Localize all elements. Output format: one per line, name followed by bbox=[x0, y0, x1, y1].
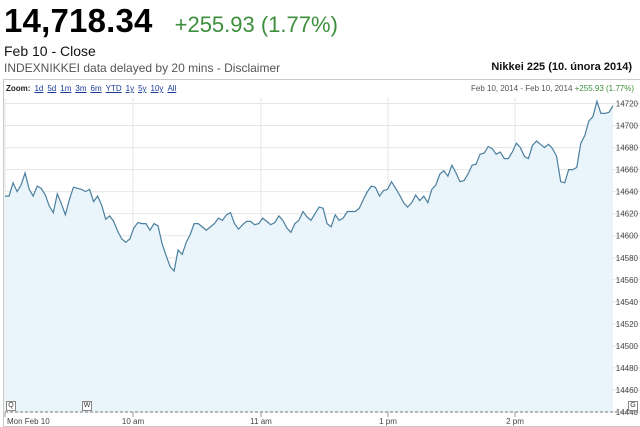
zoom-5d[interactable]: 5d bbox=[47, 84, 57, 93]
left-handle-marker[interactable]: Q bbox=[6, 401, 16, 411]
y-tick-label: 14680 bbox=[616, 144, 639, 153]
close-date: Feb 10 - Close bbox=[4, 43, 96, 59]
news-marker[interactable]: W bbox=[82, 401, 92, 411]
zoom-1y[interactable]: 1y bbox=[125, 84, 135, 93]
zoom-1m[interactable]: 1m bbox=[60, 84, 72, 93]
range-change: +255.93 (1.77%) bbox=[574, 84, 634, 93]
y-tick-label: 14460 bbox=[616, 386, 639, 395]
x-tick-label: Mon Feb 10 bbox=[7, 417, 50, 426]
range-dates: Feb 10, 2014 - Feb 10, 2014 bbox=[470, 84, 573, 93]
price-change: +255.93 (1.77%) bbox=[174, 12, 338, 37]
delay-notice: INDEXNIKKEI data delayed by 20 mins - Di… bbox=[4, 61, 280, 75]
delay-text: INDEXNIKKEI data delayed by 20 mins - bbox=[4, 61, 225, 75]
y-tick-label: 14700 bbox=[616, 122, 639, 131]
range-info: Feb 10, 2014 - Feb 10, 2014 +255.93 (1.7… bbox=[471, 84, 634, 93]
right-handle-marker[interactable]: G bbox=[628, 401, 638, 411]
x-tick-label: 10 am bbox=[122, 417, 145, 426]
zoom-bar: Zoom: 1d 5d 1m 3m 6m YTD 1y 5y 10y All bbox=[6, 84, 180, 93]
y-tick-label: 14620 bbox=[616, 210, 639, 219]
x-tick-label: 2 pm bbox=[506, 417, 524, 426]
index-title: Nikkei 225 (10. února 2014) bbox=[491, 61, 632, 73]
price-line bbox=[5, 99, 614, 273]
y-tick-label: 14580 bbox=[616, 254, 639, 263]
zoom-1d[interactable]: 1d bbox=[34, 84, 44, 93]
y-tick-label: 14540 bbox=[616, 298, 639, 307]
zoom-10y[interactable]: 10y bbox=[150, 84, 164, 93]
current-price: 14,718.34 bbox=[4, 2, 153, 39]
quote-header: 14,718.34 +255.93 (1.77%) bbox=[4, 2, 338, 42]
y-tick-label: 14520 bbox=[616, 320, 639, 329]
x-tick-label: 11 am bbox=[250, 417, 272, 426]
x-tick-label: 1 pm bbox=[379, 417, 397, 426]
y-tick-label: 14560 bbox=[616, 276, 639, 285]
y-tick-label: 14720 bbox=[616, 100, 639, 109]
y-tick-label: 14480 bbox=[616, 364, 639, 373]
price-area bbox=[5, 101, 613, 413]
zoom-label: Zoom: bbox=[6, 84, 31, 93]
zoom-6m[interactable]: 6m bbox=[90, 84, 102, 93]
zoom-5y[interactable]: 5y bbox=[138, 84, 147, 93]
disclaimer-link[interactable]: Disclaimer bbox=[224, 61, 281, 75]
y-tick-label: 14660 bbox=[616, 166, 639, 175]
zoom-all[interactable]: All bbox=[167, 84, 177, 93]
y-tick-label: 14500 bbox=[616, 342, 639, 351]
y-tick-label: 14600 bbox=[616, 232, 639, 241]
zoom-3m[interactable]: 3m bbox=[75, 84, 87, 93]
zoom-ytd[interactable]: YTD bbox=[105, 84, 122, 93]
y-tick-label: 14640 bbox=[616, 188, 639, 197]
